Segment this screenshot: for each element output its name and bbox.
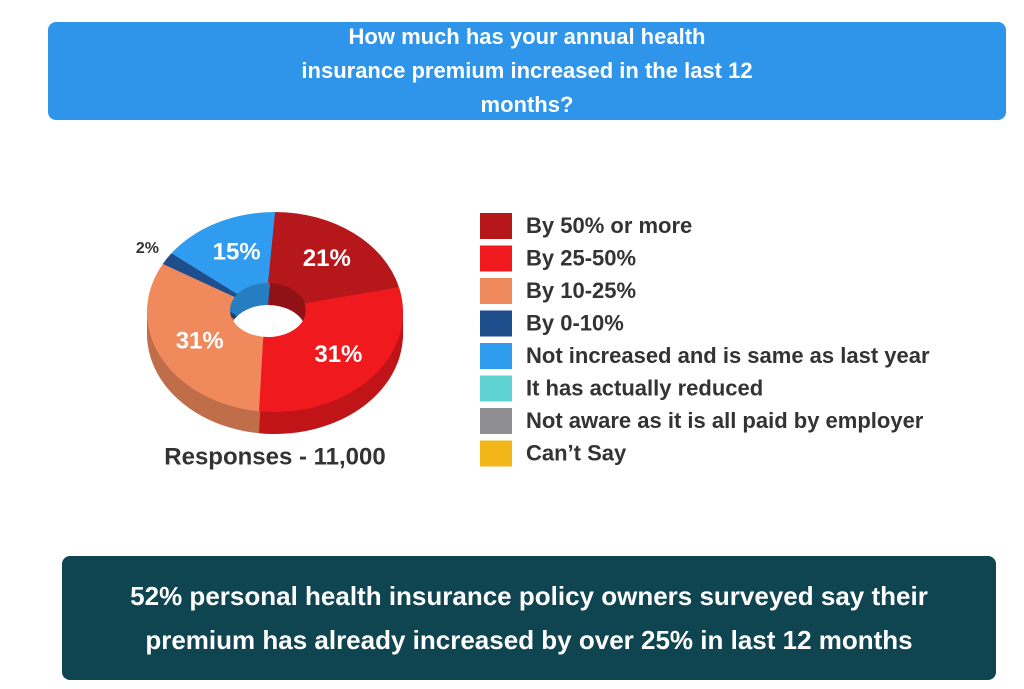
legend-swatch [480,213,512,239]
value-label: 31% [176,327,224,354]
legend-label: By 50% or more [526,213,692,238]
annotation-banner: 52% personal health insurance policy own… [62,556,996,680]
note: Responses - 11,000 [164,443,385,470]
legend-swatch [480,278,512,304]
value-label: 21% [303,245,351,272]
legend-swatch [480,343,512,369]
legend-swatch [480,245,512,272]
legend-label: Can’t Say [526,440,627,465]
slice [268,212,399,304]
legend-label: Not increased and is same as last year [526,343,930,368]
title-banner: How much has your annual health insuranc… [48,22,1006,120]
slice [162,253,238,297]
legend-label: By 0-10% [526,310,624,335]
slice [147,263,264,412]
annotation: 52% personal health insurance policy own… [130,581,928,655]
legend-swatch [480,408,512,434]
legend-swatch [480,310,512,337]
legend-label: By 25-50% [526,245,636,270]
slice [258,287,403,412]
chart-title: How much has your annual health insuranc… [301,24,753,117]
legend-swatch [480,375,512,402]
legend-label: Not aware as it is all paid by employer [526,408,924,433]
legend-label: By 10-25% [526,278,636,303]
legend-label: It has actually reduced [526,375,763,400]
value-label: 2% [136,240,159,257]
value-label: 15% [213,239,261,266]
slice [171,212,275,295]
value-label: 31% [314,341,362,368]
legend-swatch [480,440,512,467]
